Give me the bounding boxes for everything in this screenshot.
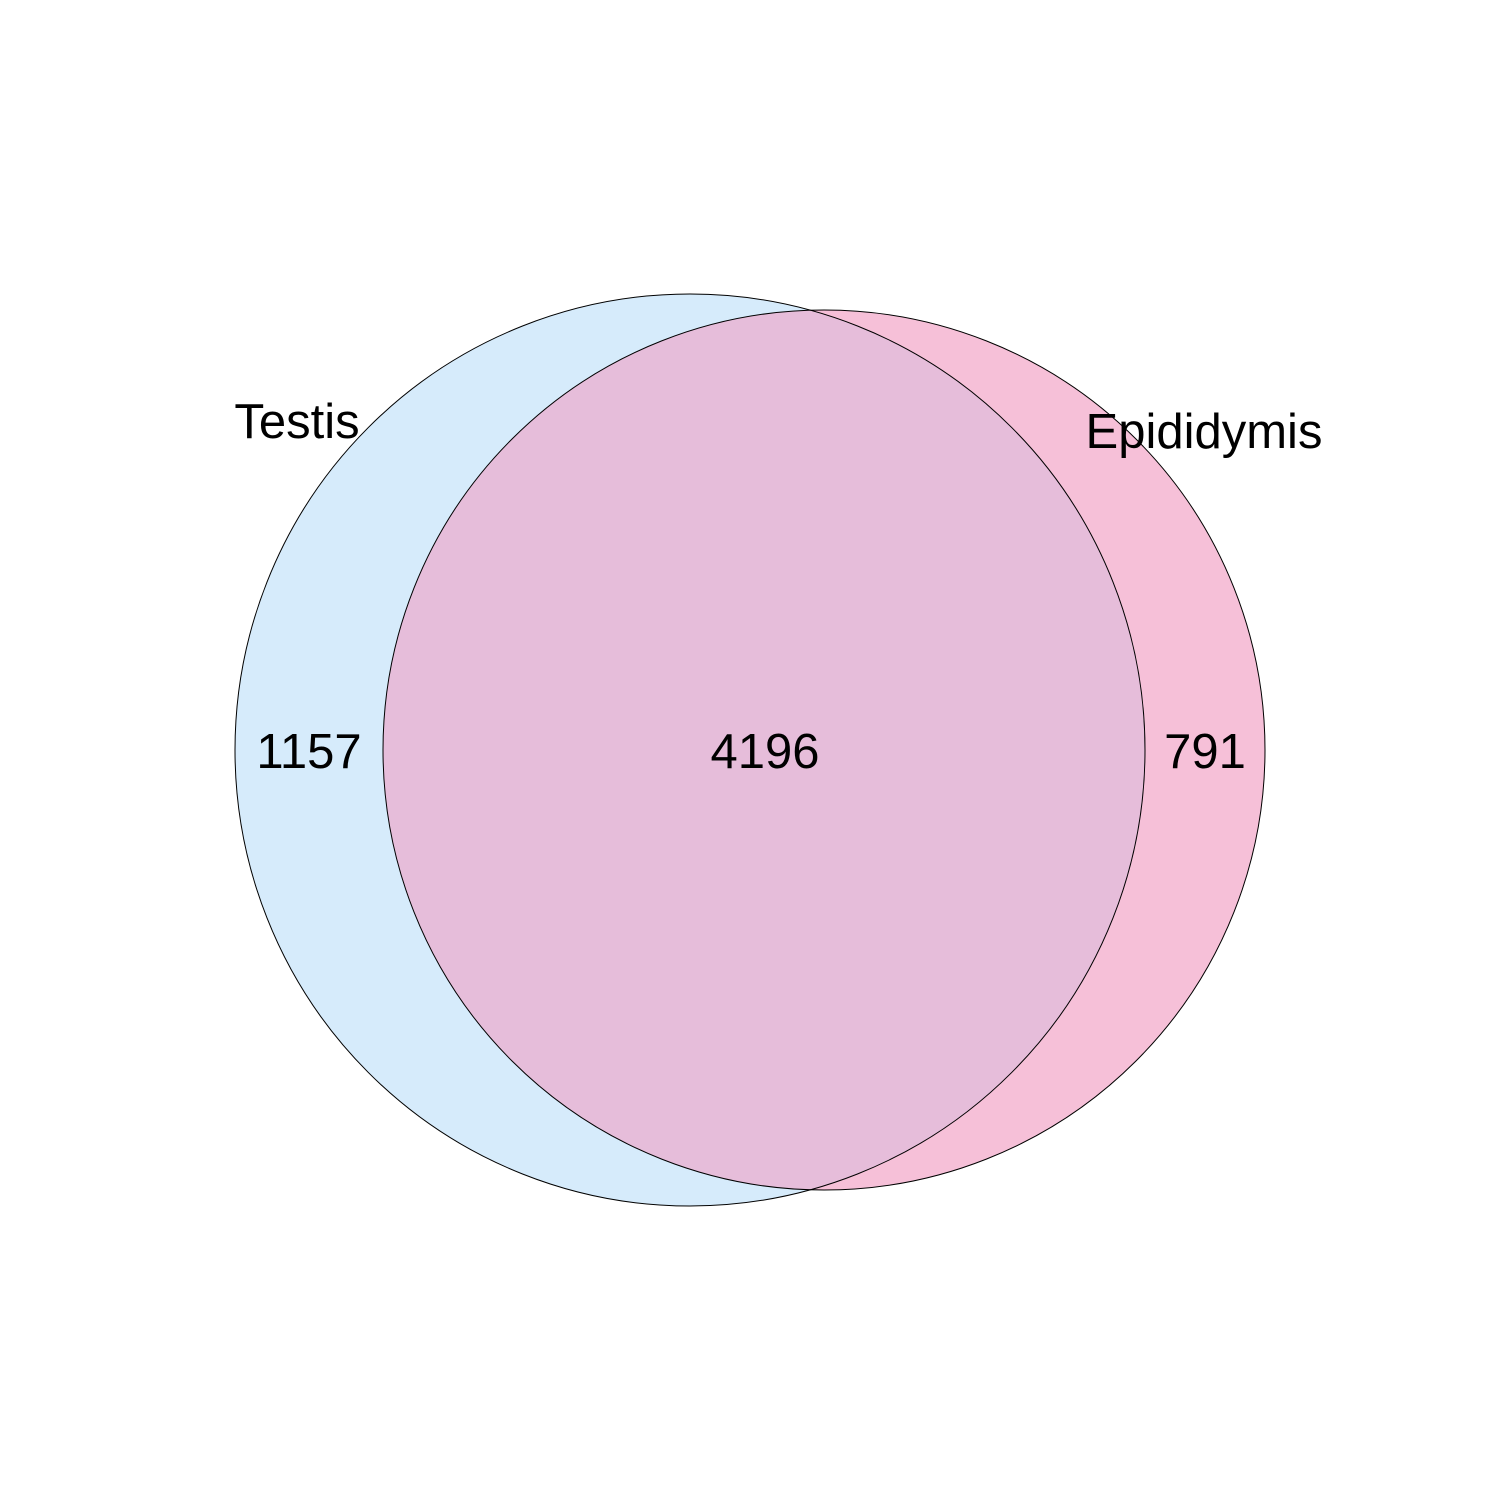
epididymis-outline <box>382 309 1266 1191</box>
intersection-region <box>383 310 1145 1190</box>
epididymis-label: Epididymis <box>1086 405 1323 459</box>
epididymis-only-count: 791 <box>1164 725 1246 779</box>
intersection-count: 4196 <box>710 725 819 779</box>
testis-only-count: 1157 <box>256 725 361 779</box>
testis-label: Testis <box>234 395 359 449</box>
testis-outline <box>234 293 1146 1207</box>
